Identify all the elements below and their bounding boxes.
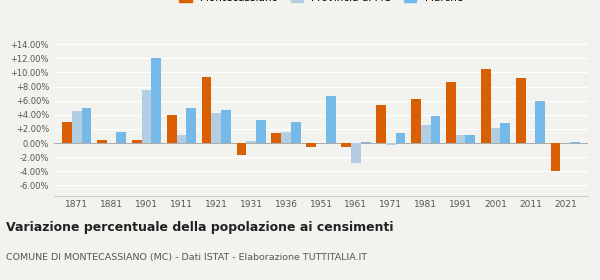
Bar [395,133,406,143]
Bar [361,142,371,143]
Text: COMUNE DI MONTECASSIANO (MC) - Dati ISTAT - Elaborazione TUTTITALIA.IT: COMUNE DI MONTECASSIANO (MC) - Dati ISTA… [6,253,367,262]
Bar [326,96,335,143]
Bar [481,69,491,143]
Bar [466,135,475,143]
Bar [186,108,196,143]
Bar [535,101,545,143]
Bar [281,132,291,143]
Bar [82,108,91,143]
Bar [142,90,151,143]
Bar [376,105,386,143]
Bar [62,122,72,143]
Bar [551,143,560,171]
Bar [247,141,256,143]
Bar [456,135,466,143]
Bar [72,111,82,143]
Bar [167,115,176,143]
Bar [351,143,361,163]
Bar [500,123,510,143]
Bar [291,122,301,143]
Text: Variazione percentuale della popolazione ai censimenti: Variazione percentuale della popolazione… [6,221,394,234]
Bar [97,139,107,143]
Bar [116,132,126,143]
Bar [211,113,221,143]
Bar [132,139,142,143]
Bar [271,133,281,143]
Bar [446,81,456,143]
Bar [570,142,580,143]
Bar [421,125,431,143]
Bar [386,143,395,145]
Bar [256,120,266,143]
Bar [411,99,421,143]
Bar [431,116,440,143]
Bar [491,128,500,143]
Legend: Montecassiano, Provincia di MC, Marche: Montecassiano, Provincia di MC, Marche [179,0,463,3]
Bar [221,110,231,143]
Bar [341,143,351,146]
Bar [516,78,526,143]
Bar [236,143,247,155]
Bar [176,135,186,143]
Bar [151,58,161,143]
Bar [202,77,211,143]
Bar [307,143,316,147]
